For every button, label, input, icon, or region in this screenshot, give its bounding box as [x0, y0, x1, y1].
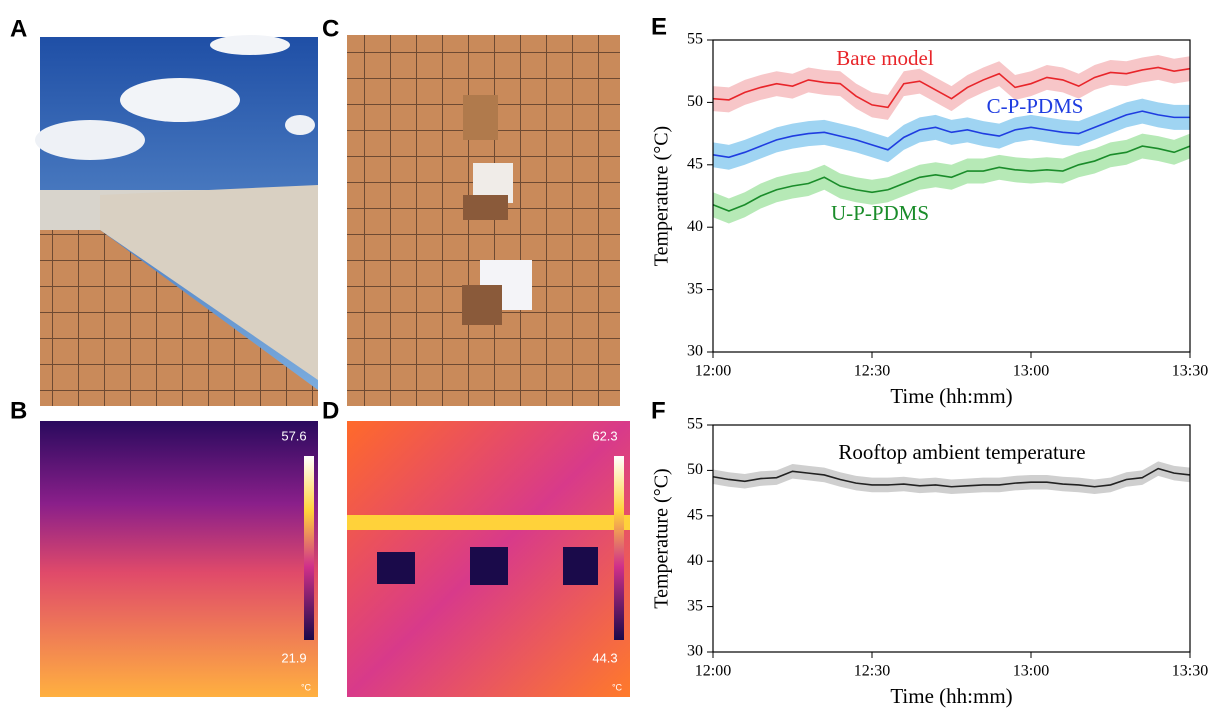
photo-b	[40, 421, 318, 697]
series-label: U-P-PDMS	[831, 201, 929, 225]
scale-min: 21.9	[281, 650, 306, 665]
x-tick-label: 12:30	[854, 663, 890, 680]
x-tick-label: 13:30	[1172, 663, 1208, 680]
y-tick-label: 35	[687, 597, 703, 614]
scale-max: 62.3	[592, 428, 617, 443]
y-tick-label: 50	[687, 461, 703, 478]
photo-d	[347, 421, 630, 697]
series-label: Rooftop ambient temperature	[838, 440, 1085, 464]
x-tick-label: 12:00	[695, 363, 731, 380]
series-label: C-P-PDMS	[987, 94, 1084, 118]
y-axis-label: Temperature (°C)	[651, 468, 673, 608]
panel-letter: B	[10, 397, 27, 424]
x-tick-label: 13:00	[1013, 363, 1049, 380]
figure: A B C D 57.6 21.9 °C 62.3 44.3 °C E 30 35 4…	[0, 0, 1217, 713]
y-tick-label: 45	[687, 155, 703, 172]
panel-letter: D	[322, 397, 339, 424]
y-tick-label: 35	[687, 280, 703, 297]
y-tick-label: 30	[687, 643, 703, 660]
panel-letter: A	[10, 15, 27, 42]
y-tick-label: 45	[687, 506, 703, 523]
x-tick-label: 12:30	[854, 363, 890, 380]
scale-max: 57.6	[281, 428, 306, 443]
y-tick-label: 40	[687, 218, 703, 235]
panel-letter: C	[322, 15, 339, 42]
scale-unit: °C	[612, 682, 623, 692]
panel-letter: F	[651, 397, 666, 424]
x-tick-label: 13:30	[1172, 363, 1208, 380]
scale-unit: °C	[301, 682, 312, 692]
x-tick-label: 13:00	[1013, 663, 1049, 680]
y-tick-label: 50	[687, 93, 703, 110]
y-tick-label: 30	[687, 343, 703, 360]
y-axis-label: Temperature (°C)	[651, 126, 673, 266]
y-tick-label: 55	[687, 31, 703, 48]
photo-a	[35, 35, 318, 406]
x-axis-label: Time (hh:mm)	[890, 684, 1012, 708]
panel-letter: E	[651, 13, 667, 40]
y-tick-label: 55	[687, 416, 703, 433]
y-tick-label: 40	[687, 552, 703, 569]
scale-min: 44.3	[592, 650, 617, 665]
x-axis-label: Time (hh:mm)	[890, 384, 1012, 408]
error-band	[713, 461, 1190, 494]
series-label: Bare model	[836, 46, 934, 70]
x-tick-label: 12:00	[695, 663, 731, 680]
photo-c	[347, 35, 620, 406]
